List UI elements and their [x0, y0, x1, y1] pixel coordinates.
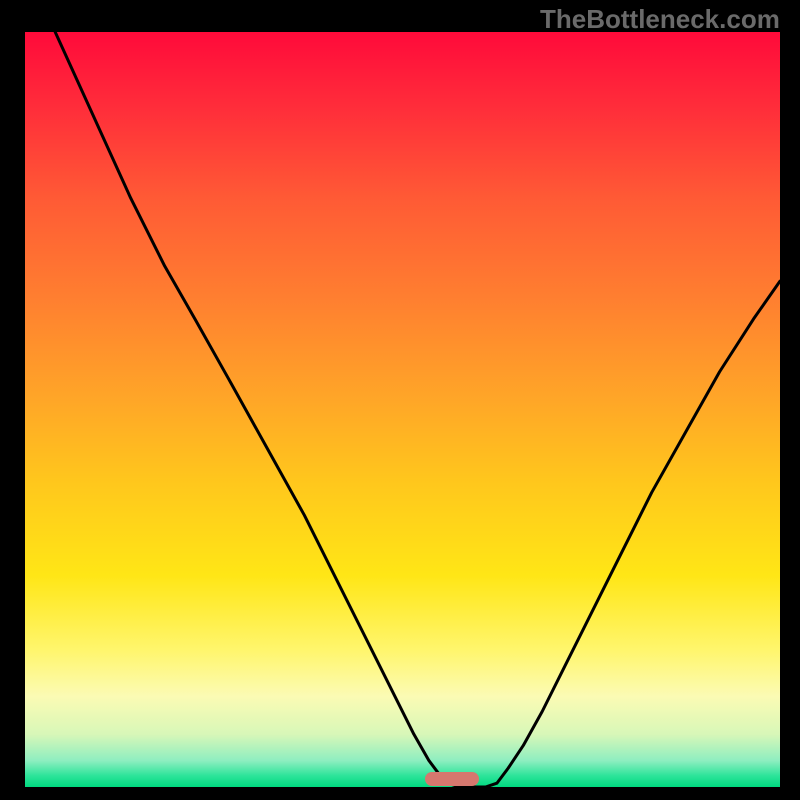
optimal-marker-rect — [425, 772, 479, 786]
chart-container: TheBottleneck.com — [0, 0, 800, 800]
bottleneck-curve — [25, 32, 780, 787]
plot-area — [25, 32, 780, 787]
optimal-marker — [425, 772, 479, 786]
curve-path — [55, 32, 780, 787]
watermark-text: TheBottleneck.com — [540, 4, 780, 35]
